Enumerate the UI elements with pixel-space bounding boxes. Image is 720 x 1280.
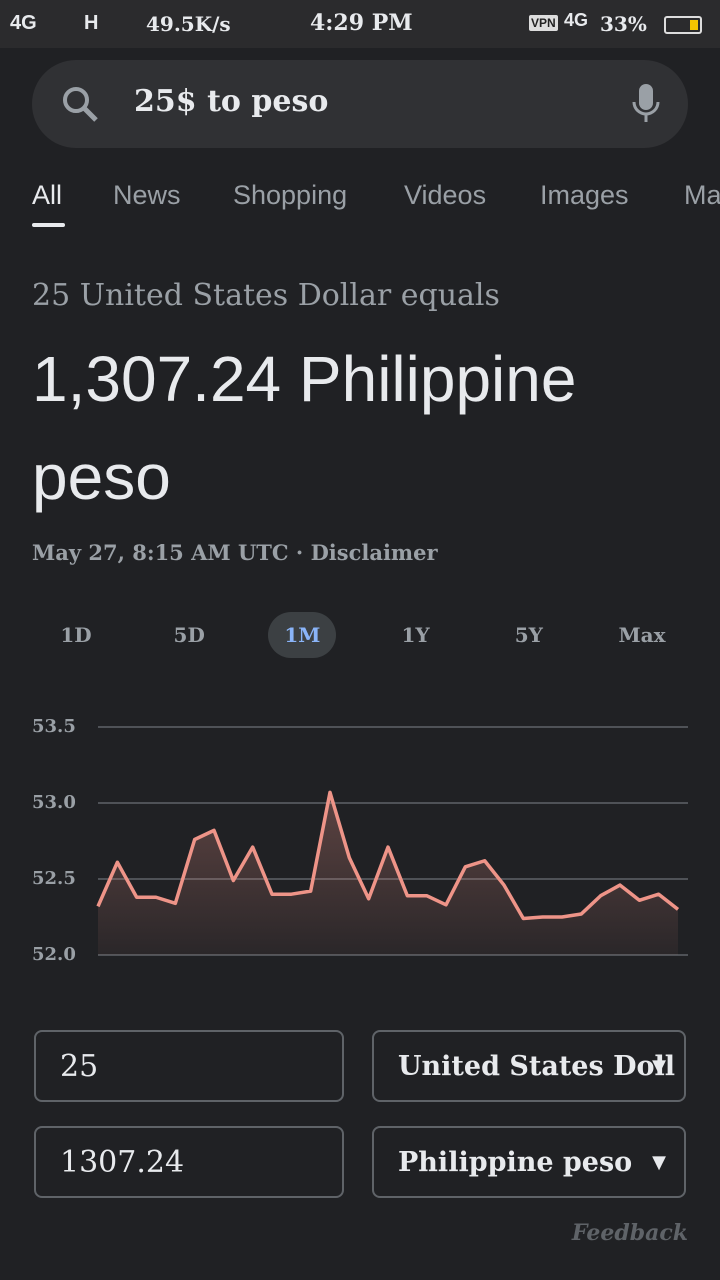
mic-icon[interactable] xyxy=(630,82,662,126)
dropdown-arrow: ▼ xyxy=(652,1056,666,1077)
from-amount-input[interactable]: 25 xyxy=(34,1030,344,1102)
disclaimer-link[interactable]: Disclaimer xyxy=(310,540,438,565)
y-tick-label: 52.0 xyxy=(32,944,76,965)
range-button[interactable]: 1D xyxy=(60,623,92,647)
result-subtitle: 25 United States Dollar equals xyxy=(32,278,500,313)
tab[interactable]: Videos xyxy=(404,180,487,210)
search-icon xyxy=(63,87,98,122)
range-button[interactable]: 5D xyxy=(173,623,205,647)
range-button[interactable]: 1M xyxy=(268,612,337,658)
battery-level: 33% xyxy=(600,12,647,36)
to-currency: Philippine peso xyxy=(398,1147,633,1178)
tab[interactable]: All xyxy=(32,180,63,210)
area-fill xyxy=(98,792,678,955)
price-line xyxy=(96,790,680,921)
tab[interactable]: Ma xyxy=(684,180,720,210)
clock: 4:29 PM xyxy=(310,10,413,36)
y-tick-label: 52.5 xyxy=(32,868,76,889)
speed: 49.5K/s xyxy=(146,12,231,36)
range-button[interactable]: 5Y xyxy=(514,623,543,647)
battery-icon xyxy=(664,16,702,34)
network: 4G xyxy=(564,10,589,30)
tab[interactable]: News xyxy=(113,180,181,210)
network: H xyxy=(84,12,99,34)
result-date: May 27, 8:15 AM UTC xyxy=(32,540,289,565)
tab[interactable]: Images xyxy=(540,180,629,210)
status-bar: 4G H 49.5K/s 4:29 PM VPN 4G 33% xyxy=(0,0,720,48)
to-currency-select[interactable]: Philippine peso ▼ xyxy=(372,1126,686,1198)
result-value: 1,307.24 Philippine peso xyxy=(32,343,577,513)
search-box[interactable]: 25$ to peso xyxy=(32,60,688,148)
result-date-row: May 27, 8:15 AM UTC · Disclaimer xyxy=(32,540,438,565)
network: 4G xyxy=(10,12,37,34)
to-amount-input[interactable]: 1307.24 xyxy=(34,1126,344,1198)
y-tick-label: 53.5 xyxy=(32,716,76,737)
tab[interactable]: Shopping xyxy=(233,180,348,210)
chart: 53.5 53.0 52.5 52.0 xyxy=(32,716,688,965)
range-button[interactable]: Max xyxy=(618,623,666,647)
search-query: 25$ to peso xyxy=(134,84,329,119)
from-currency: United States Doll xyxy=(398,1051,676,1082)
dropdown-arrow: ▼ xyxy=(652,1152,666,1173)
vpn: VPN xyxy=(529,15,558,31)
tab-underline xyxy=(32,223,65,227)
from-currency-select[interactable]: United States Doll ▼ xyxy=(372,1030,686,1102)
y-tick-label: 53.0 xyxy=(32,792,76,813)
feedback-link[interactable]: Feedback xyxy=(571,1220,688,1246)
range-button[interactable]: 1Y xyxy=(401,623,430,647)
